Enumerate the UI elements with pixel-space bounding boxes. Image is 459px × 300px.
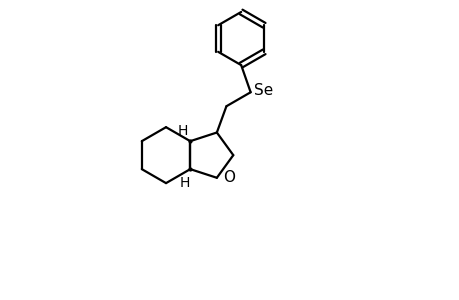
Text: H: H (179, 176, 189, 190)
Text: Se: Se (254, 83, 273, 98)
Text: H: H (177, 124, 188, 138)
Text: O: O (223, 170, 235, 185)
